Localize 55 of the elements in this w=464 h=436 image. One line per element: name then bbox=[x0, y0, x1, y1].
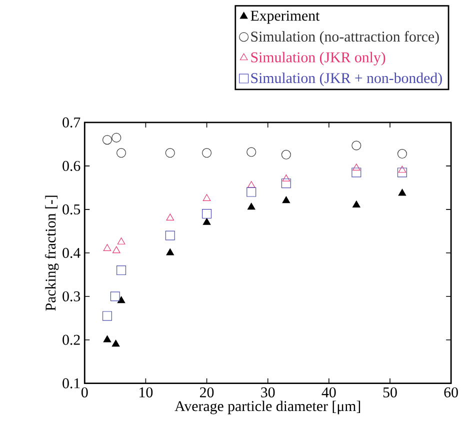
point bbox=[117, 238, 126, 244]
point bbox=[282, 174, 290, 182]
point bbox=[102, 135, 112, 145]
x-tick-label: 0 bbox=[81, 387, 88, 398]
y-tick-label: 0.5 bbox=[62, 204, 80, 214]
point bbox=[352, 140, 362, 150]
x-axis-title: Average particle diameter [μm] bbox=[174, 400, 360, 414]
point bbox=[398, 166, 406, 173]
point bbox=[117, 296, 126, 304]
x-tick-label: 40 bbox=[322, 387, 336, 398]
point bbox=[103, 335, 112, 342]
point bbox=[202, 218, 211, 225]
point bbox=[352, 200, 360, 208]
point bbox=[282, 196, 290, 204]
point bbox=[166, 248, 174, 256]
legend-label: Experiment bbox=[250, 10, 320, 24]
point bbox=[103, 244, 112, 251]
point bbox=[112, 132, 122, 142]
y-tick-label: 0.6 bbox=[62, 160, 80, 171]
point bbox=[116, 148, 126, 158]
point bbox=[247, 202, 256, 210]
point bbox=[202, 148, 212, 158]
point bbox=[352, 168, 362, 178]
y-tick-label: 0.3 bbox=[62, 291, 80, 302]
point bbox=[246, 187, 256, 197]
point bbox=[398, 188, 406, 196]
legend-label: Simulation (JKR only) bbox=[251, 52, 386, 66]
x-tick-label: 50 bbox=[383, 387, 397, 398]
point bbox=[110, 292, 120, 302]
x-tick-label: 30 bbox=[261, 387, 275, 398]
y-axis-title: Packing fraction [-] bbox=[45, 196, 59, 311]
point bbox=[116, 265, 126, 276]
point bbox=[281, 150, 291, 160]
x-tick-label: 60 bbox=[444, 387, 458, 398]
point bbox=[165, 230, 175, 240]
y-tick-label: 0.4 bbox=[62, 248, 80, 258]
point bbox=[202, 208, 212, 218]
point bbox=[352, 164, 360, 170]
point bbox=[112, 340, 120, 347]
point bbox=[397, 168, 407, 178]
x-tick-label: 20 bbox=[200, 387, 214, 398]
y-tick-label: 0.2 bbox=[62, 334, 80, 345]
legend-label: Simulation (no-attraction force) bbox=[251, 30, 439, 45]
point bbox=[102, 311, 112, 321]
y-tick-label: 0.7 bbox=[62, 117, 80, 128]
point bbox=[397, 148, 407, 158]
point bbox=[202, 194, 211, 201]
legend-label: Simulation (JKR + non-bonded) bbox=[251, 72, 442, 86]
x-tick-label: 10 bbox=[140, 387, 153, 398]
point bbox=[112, 246, 120, 254]
point bbox=[246, 147, 256, 157]
point bbox=[165, 148, 175, 158]
point bbox=[281, 178, 291, 188]
y-tick-label: 0.1 bbox=[62, 378, 80, 388]
point bbox=[166, 214, 174, 220]
